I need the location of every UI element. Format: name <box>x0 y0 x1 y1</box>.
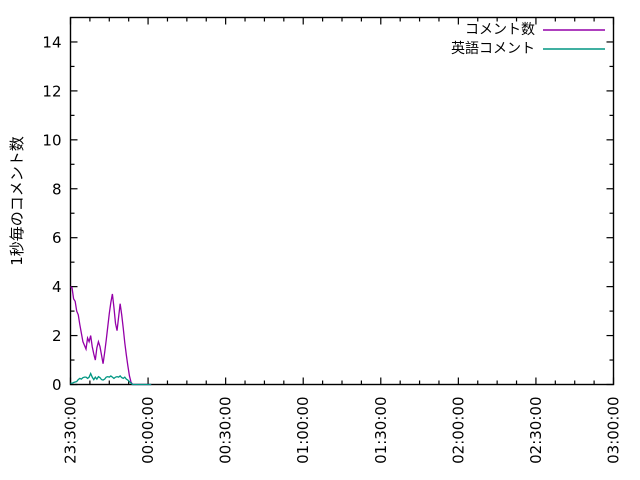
x-axis-ticks: 23:30:00 00:00:00 00:30:00 01:00:00 01:30:00… <box>62 17 623 464</box>
y-tick-label: 6 <box>52 229 62 247</box>
y-tick-label: 0 <box>52 376 62 394</box>
y-tick-label: 10 <box>42 131 61 149</box>
y-tick-label: 8 <box>52 180 62 198</box>
y-axis-title-text: 1秒毎のコメント数 <box>8 136 26 266</box>
y-tick-label: 2 <box>52 327 62 345</box>
data-series-group <box>70 286 152 386</box>
x-tick-label: 03:00:00 <box>605 397 623 464</box>
x-tick-label: 00:30:00 <box>217 397 235 464</box>
y-tick-label: 4 <box>52 278 62 296</box>
series-line-2 <box>70 371 152 386</box>
series-line-1 <box>70 286 152 386</box>
plot-border <box>69 16 615 386</box>
legend-label-2: 英語コメント <box>451 40 535 57</box>
legend-label-1: コメント数 <box>465 22 535 38</box>
y-axis-ticks: 0 2 4 6 8 10 12 14 <box>42 33 614 394</box>
y-tick-label: 14 <box>42 33 61 51</box>
x-tick-label: 02:30:00 <box>527 397 545 464</box>
plot-frame <box>69 16 615 386</box>
x-tick-label: 01:30:00 <box>372 397 390 464</box>
y-tick-label: 12 <box>42 82 61 100</box>
y-axis-title: 1秒毎のコメント数 <box>8 136 26 266</box>
x-tick-label: 00:00:00 <box>139 397 157 464</box>
x-tick-label: 02:00:00 <box>449 397 467 464</box>
x-tick-label: 23:30:00 <box>62 397 80 464</box>
x-tick-label: 01:00:00 <box>294 397 312 464</box>
